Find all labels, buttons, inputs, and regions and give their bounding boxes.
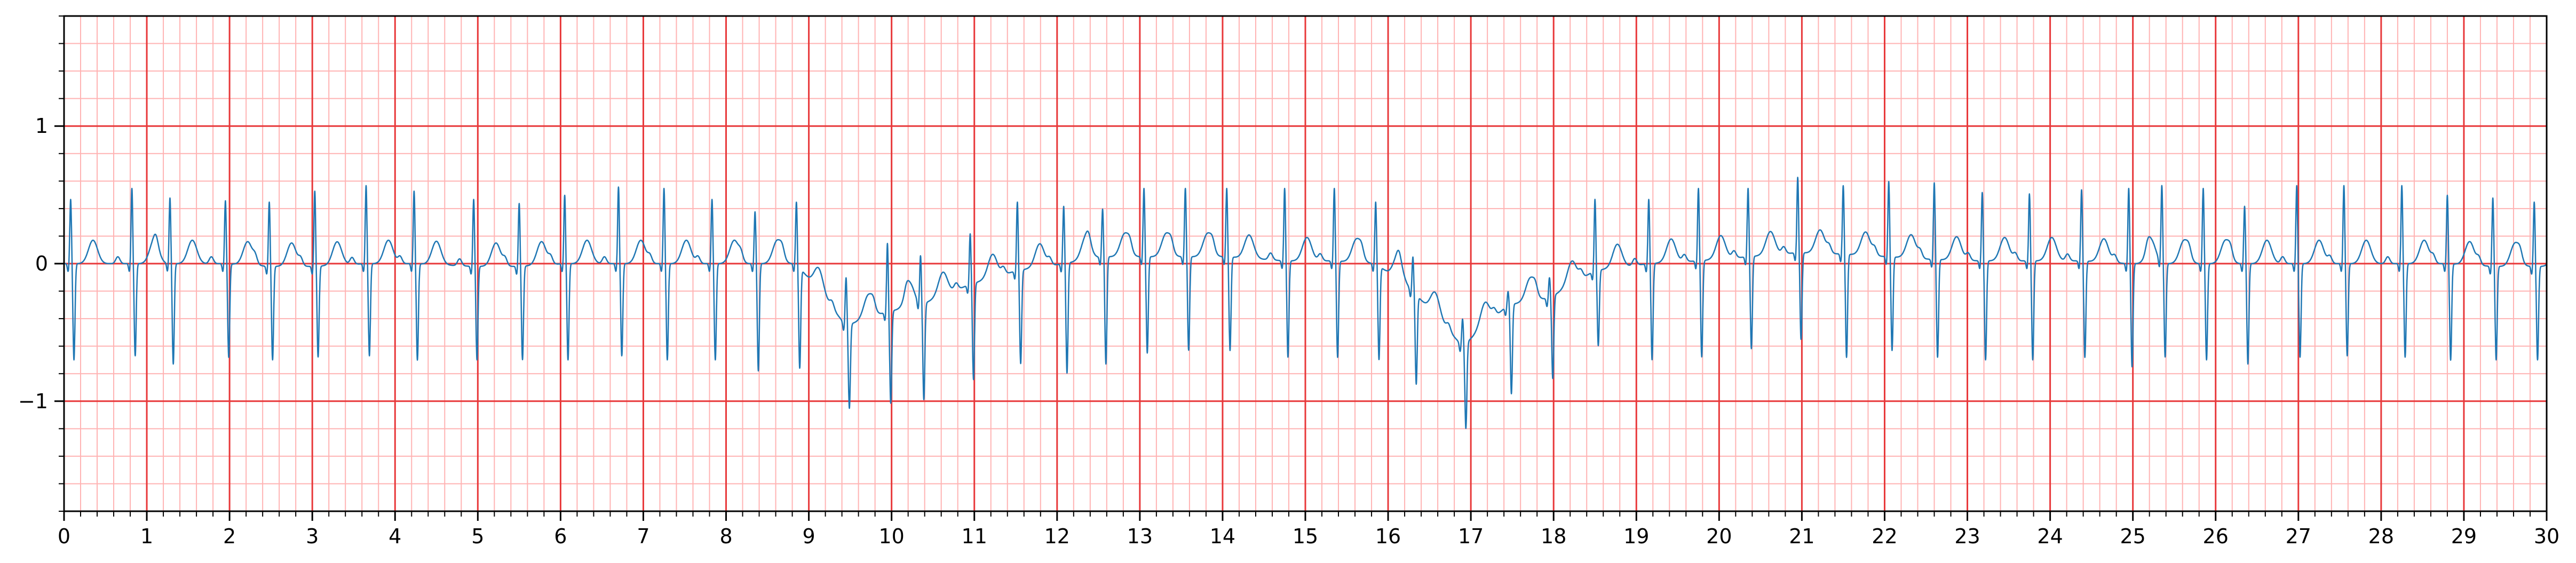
x-tick-label: 8 (719, 525, 732, 548)
x-tick-label: 25 (2120, 525, 2145, 548)
x-tick-label: 0 (58, 525, 70, 548)
x-tick-label: 2 (223, 525, 236, 548)
x-tick-label: 15 (1293, 525, 1318, 548)
x-tick-label: 16 (1375, 525, 1401, 548)
x-tick-label: 30 (2534, 525, 2559, 548)
x-tick-label: 29 (2451, 525, 2477, 548)
y-tick-label: 1 (35, 114, 48, 138)
x-tick-label: 9 (803, 525, 815, 548)
y-tick-label: 0 (35, 252, 48, 275)
x-tick-label: 1 (140, 525, 153, 548)
x-tick-label: 18 (1541, 525, 1566, 548)
x-tick-label: 14 (1210, 525, 1235, 548)
x-tick-label: 26 (2203, 525, 2229, 548)
y-tick-label: −1 (18, 390, 48, 413)
x-tick-label: 11 (962, 525, 987, 548)
x-tick-label: 17 (1458, 525, 1484, 548)
x-tick-label: 3 (306, 525, 319, 548)
x-tick-label: 7 (637, 525, 649, 548)
x-tick-label: 28 (2368, 525, 2394, 548)
x-tick-label: 6 (554, 525, 567, 548)
x-tick-label: 10 (878, 525, 904, 548)
x-tick-label: 4 (389, 525, 401, 548)
x-tick-label: 19 (1623, 525, 1649, 548)
x-tick-label: 24 (2037, 525, 2063, 548)
x-tick-label: 13 (1127, 525, 1153, 548)
x-tick-label: 23 (1954, 525, 1980, 548)
x-tick-label: 12 (1044, 525, 1070, 548)
x-tick-label: 20 (1706, 525, 1732, 548)
x-tick-label: 5 (471, 525, 484, 548)
x-tick-label: 22 (1872, 525, 1897, 548)
x-tick-label: 21 (1789, 525, 1814, 548)
x-tick-label: 27 (2286, 525, 2311, 548)
